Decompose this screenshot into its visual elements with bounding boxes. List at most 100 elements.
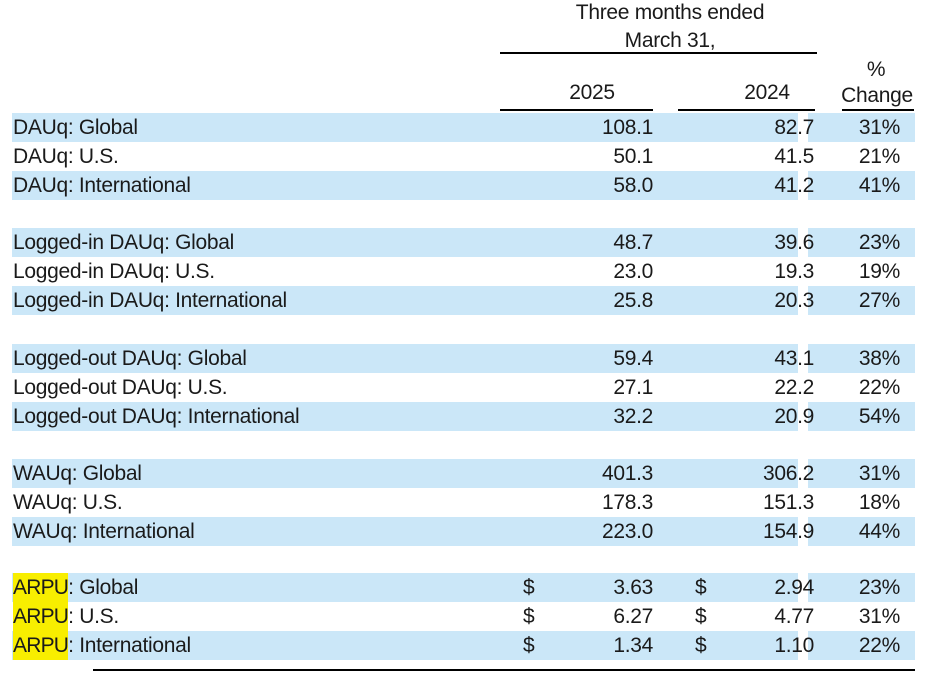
value-2024: 39.6 bbox=[774, 231, 814, 254]
value-pct-change: 21% bbox=[858, 145, 900, 168]
row-label-text: Logged-out DAUq: Global bbox=[13, 347, 247, 370]
row-label-text: DAUq: U.S. bbox=[13, 145, 119, 168]
value-2025: 23.0 bbox=[613, 260, 653, 283]
value-pct-change: 18% bbox=[858, 491, 900, 514]
row-label: DAUq: Global bbox=[13, 113, 138, 142]
value-2024: 19.3 bbox=[774, 260, 814, 283]
value-2024: 41.5 bbox=[774, 145, 814, 168]
period-header-rule bbox=[500, 52, 817, 54]
value-2024: 82.7 bbox=[774, 116, 814, 139]
pct-highlight-band bbox=[808, 459, 915, 488]
row-label: DAUq: U.S. bbox=[13, 142, 119, 171]
value-2024: 20.9 bbox=[774, 405, 814, 428]
row-label: ARPU: Global bbox=[13, 573, 138, 602]
row-label-text: : Global bbox=[68, 576, 139, 599]
table-row: Logged-in DAUq: Global 48.7 39.6 23% bbox=[0, 228, 940, 257]
value-2025: 3.63 bbox=[613, 576, 653, 599]
row-highlight-band bbox=[12, 517, 798, 546]
row-label: WAUq: U.S. bbox=[13, 488, 123, 517]
pct-highlight-band bbox=[808, 402, 915, 431]
value-2025: 401.3 bbox=[601, 462, 653, 485]
row-highlight-band bbox=[12, 113, 798, 142]
row-label: Logged-out DAUq: U.S. bbox=[13, 373, 228, 402]
table-row: WAUq: U.S. 178.3 151.3 18% bbox=[0, 488, 940, 517]
value-pct-change: 22% bbox=[858, 376, 900, 399]
column-rule-2025 bbox=[500, 109, 653, 111]
row-label-text: Logged-in DAUq: U.S. bbox=[13, 260, 215, 283]
value-pct-change: 31% bbox=[858, 605, 900, 628]
value-2025: 32.2 bbox=[613, 405, 653, 428]
row-label: DAUq: International bbox=[13, 171, 191, 200]
pct-highlight-band bbox=[808, 573, 915, 602]
value-2024: 2.94 bbox=[774, 576, 814, 599]
table-row: WAUq: International 223.0 154.9 44% bbox=[0, 517, 940, 546]
row-label: ARPU: U.S. bbox=[13, 602, 119, 631]
value-2025: 27.1 bbox=[613, 376, 653, 399]
value-2024: 151.3 bbox=[762, 491, 814, 514]
value-pct-change: 27% bbox=[858, 289, 900, 312]
search-highlight: ARPU bbox=[13, 631, 69, 660]
pct-highlight-band bbox=[808, 344, 915, 373]
table-row: DAUq: U.S. 50.1 41.5 21% bbox=[0, 142, 940, 171]
pct-highlight-band bbox=[808, 517, 915, 546]
row-label: Logged-in DAUq: International bbox=[13, 286, 287, 315]
value-2025: 50.1 bbox=[613, 145, 653, 168]
pct-highlight-band bbox=[808, 286, 915, 315]
column-rule-pct-change bbox=[842, 109, 914, 111]
column-header-pct-line1: % bbox=[866, 58, 886, 81]
value-2025: 25.8 bbox=[613, 289, 653, 312]
value-pct-change: 31% bbox=[858, 116, 900, 139]
value-pct-change: 19% bbox=[858, 260, 900, 283]
value-2025: 6.27 bbox=[613, 605, 653, 628]
table-row: Logged-in DAUq: U.S. 23.0 19.3 19% bbox=[0, 257, 940, 286]
value-pct-change: 22% bbox=[858, 634, 900, 657]
value-2024: 43.1 bbox=[774, 347, 814, 370]
value-2025: 1.34 bbox=[613, 634, 653, 657]
table-row: Logged-out DAUq: Global 59.4 43.1 38% bbox=[0, 344, 940, 373]
value-2024: 4.77 bbox=[774, 605, 814, 628]
row-highlight-band bbox=[12, 171, 798, 200]
currency-symbol-2024: $ bbox=[695, 576, 707, 599]
currency-symbol-2025: $ bbox=[523, 576, 535, 599]
table-row: ARPU: International $ $ 1.34 1.10 22% bbox=[0, 631, 940, 660]
row-highlight-band bbox=[12, 228, 798, 257]
value-2025: 108.1 bbox=[601, 116, 653, 139]
row-highlight-band bbox=[12, 344, 798, 373]
row-label-text: DAUq: International bbox=[13, 174, 191, 197]
row-label: WAUq: Global bbox=[13, 459, 142, 488]
row-label: ARPU: International bbox=[13, 631, 191, 660]
table-row: ARPU: Global $ $ 3.63 2.94 23% bbox=[0, 573, 940, 602]
value-pct-change: 54% bbox=[858, 405, 900, 428]
row-highlight-band bbox=[12, 402, 798, 431]
value-2024: 20.3 bbox=[774, 289, 814, 312]
table-row: DAUq: Global 108.1 82.7 31% bbox=[0, 113, 940, 142]
column-header-2024: 2024 bbox=[744, 81, 790, 104]
row-label: Logged-in DAUq: U.S. bbox=[13, 257, 215, 286]
pct-highlight-band bbox=[808, 113, 915, 142]
currency-symbol-2025: $ bbox=[523, 634, 535, 657]
row-label-text: Logged-out DAUq: International bbox=[13, 405, 300, 428]
value-pct-change: 38% bbox=[858, 347, 900, 370]
period-header-line1: Three months ended bbox=[575, 1, 765, 24]
currency-symbol-2024: $ bbox=[695, 634, 707, 657]
row-label-text: WAUq: U.S. bbox=[13, 491, 123, 514]
value-pct-change: 44% bbox=[858, 520, 900, 543]
pct-highlight-band bbox=[808, 631, 915, 660]
row-label: Logged-in DAUq: Global bbox=[13, 228, 234, 257]
row-label: Logged-out DAUq: International bbox=[13, 402, 300, 431]
row-label-text: Logged-in DAUq: International bbox=[13, 289, 287, 312]
row-label-text: WAUq: Global bbox=[13, 462, 142, 485]
row-label-text: : U.S. bbox=[68, 605, 119, 628]
table-row: Logged-in DAUq: International 25.8 20.3 … bbox=[0, 286, 940, 315]
value-pct-change: 23% bbox=[858, 576, 900, 599]
value-2024: 22.2 bbox=[774, 376, 814, 399]
row-label-text: WAUq: International bbox=[13, 520, 195, 543]
value-2024: 1.10 bbox=[774, 634, 814, 657]
column-header-pct-line2: Change bbox=[841, 84, 913, 107]
row-highlight-band bbox=[12, 459, 798, 488]
period-header-line2: March 31, bbox=[624, 29, 716, 52]
row-label-text: : International bbox=[68, 634, 191, 657]
row-label: WAUq: International bbox=[13, 517, 195, 546]
table-row: DAUq: International 58.0 41.2 41% bbox=[0, 171, 940, 200]
